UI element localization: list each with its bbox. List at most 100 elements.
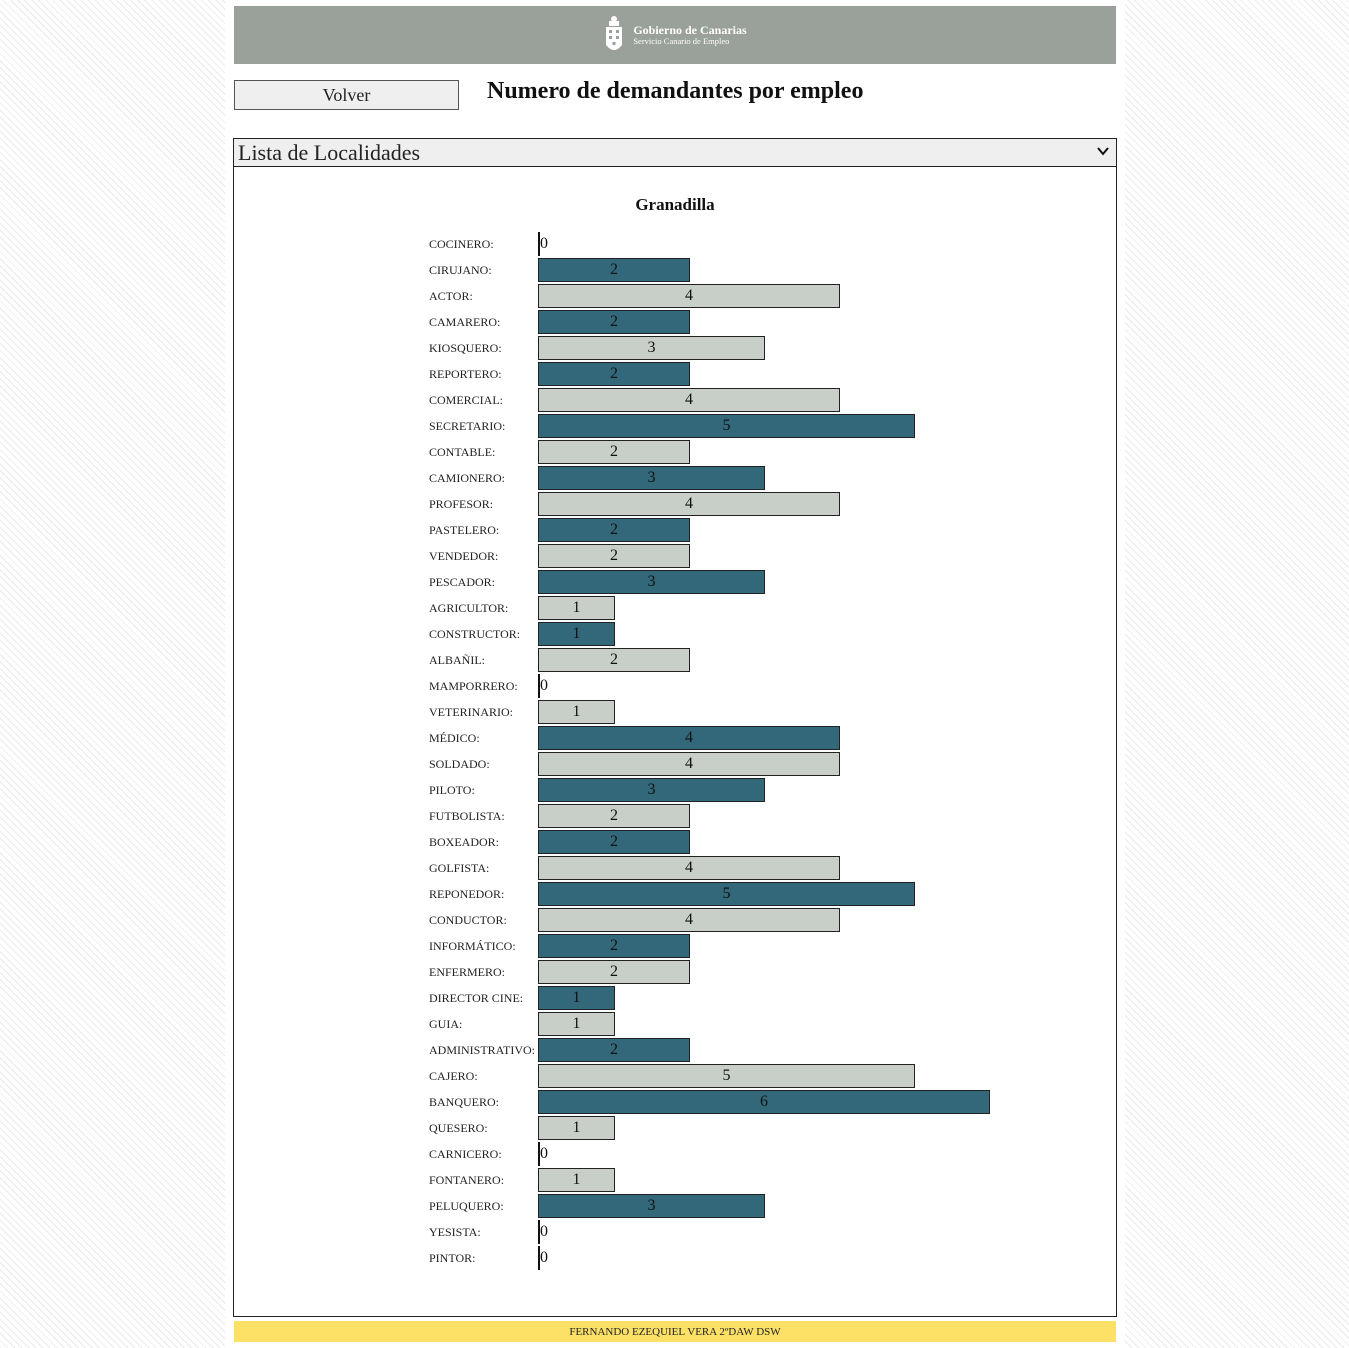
chart-row: CONSTRUCTOR: 1 <box>429 621 1029 647</box>
chart-row: PROFESOR: 4 <box>429 491 1029 517</box>
chart-row: ACTOR: 4 <box>429 283 1029 309</box>
chart-row: FONTANERO: 1 <box>429 1167 1029 1193</box>
bar: 2 <box>538 440 690 464</box>
chart-row: DIRECTOR CINE: 1 <box>429 985 1029 1011</box>
bar-value-label: 6 <box>760 1093 768 1110</box>
category-label: CONDUCTOR: <box>429 913 507 927</box>
bar-value-label: 4 <box>685 755 693 772</box>
bar: 4 <box>538 726 840 750</box>
chart-panel: Lista de Localidades Granadilla COCINERO… <box>233 138 1117 1317</box>
bar: 3 <box>538 336 765 360</box>
category-label: REPONEDOR: <box>429 887 505 901</box>
bar-value-label: 2 <box>610 547 618 564</box>
bar: 4 <box>538 908 840 932</box>
category-label: BANQUERO: <box>429 1095 500 1109</box>
category-label: PELUQUERO: <box>429 1199 504 1213</box>
bar-value-label: 1 <box>572 703 581 720</box>
bar-value-label: 5 <box>722 885 731 902</box>
bar-chart: COCINERO: 0 CIRUJANO: 2 ACTOR: 4 CAMARERO: 2 KIO… <box>429 231 1029 1271</box>
bar: 2 <box>538 310 690 334</box>
bar-value-label: 2 <box>610 443 618 460</box>
bar-value-label: 4 <box>685 495 693 512</box>
bar: 1 <box>538 1012 615 1036</box>
chart-row: BOXEADOR: 2 <box>429 829 1029 855</box>
back-button[interactable]: Volver <box>234 80 459 110</box>
category-label: REPORTERO: <box>429 367 502 381</box>
bar: 3 <box>538 466 765 490</box>
bar: 0 <box>538 674 548 698</box>
chart-row: MAMPORRERO: 0 <box>429 673 1029 699</box>
bar-value-label: 1 <box>572 1015 581 1032</box>
chart-row: INFORMÁTICO: 2 <box>429 933 1029 959</box>
gobierno-canarias-logo: Gobierno de Canarias Servicio Canario de… <box>603 15 747 55</box>
chart-row: CIRUJANO: 2 <box>429 257 1029 283</box>
bar-value-label: 0 <box>540 1145 548 1162</box>
chart-row: REPONEDOR: 5 <box>429 881 1029 907</box>
chart-row: FUTBOLISTA: 2 <box>429 803 1029 829</box>
locality-select[interactable]: Lista de Localidades <box>234 139 1116 167</box>
chart-row: PILOTO: 3 <box>429 777 1029 803</box>
category-label: COMERCIAL: <box>429 393 504 407</box>
bar: 1 <box>538 622 615 646</box>
chart-row: SECRETARIO: 5 <box>429 413 1029 439</box>
chart-row: AGRICULTOR: 1 <box>429 595 1029 621</box>
category-label: GUIA: <box>429 1017 463 1031</box>
bar-value-label: 1 <box>572 1119 581 1136</box>
bar: 4 <box>538 492 840 516</box>
category-label: COCINERO: <box>429 237 494 251</box>
bar-value-label: 2 <box>610 963 618 980</box>
bar-value-label: 2 <box>610 833 618 850</box>
category-label: ALBAÑIL: <box>429 653 485 667</box>
bar-value-label: 2 <box>610 313 618 330</box>
bar: 4 <box>538 284 840 308</box>
bar: 2 <box>538 960 690 984</box>
bar: 2 <box>538 362 690 386</box>
bar-value-label: 3 <box>647 573 656 590</box>
bar-value-label: 2 <box>610 1041 618 1058</box>
category-label: QUESERO: <box>429 1121 488 1135</box>
category-label: MÉDICO: <box>429 731 480 745</box>
bar: 0 <box>538 232 548 256</box>
bar-value-label: 1 <box>572 1171 581 1188</box>
bar: 2 <box>538 648 690 672</box>
bar-value-label: 3 <box>647 469 656 486</box>
bar-value-label: 2 <box>610 807 618 824</box>
chart-row: COMERCIAL: 4 <box>429 387 1029 413</box>
bar: 2 <box>538 258 690 282</box>
bar: 2 <box>538 518 690 542</box>
bar: 4 <box>538 388 840 412</box>
page-container: Gobierno de Canarias Servicio Canario de… <box>225 0 1125 1348</box>
bar-value-label: 2 <box>610 521 618 538</box>
chart-row: GOLFISTA: 4 <box>429 855 1029 881</box>
bar: 2 <box>538 830 690 854</box>
bar: 5 <box>538 882 915 906</box>
bar-value-label: 4 <box>685 287 693 304</box>
chart-row: CONDUCTOR: 4 <box>429 907 1029 933</box>
bar: 1 <box>538 1168 615 1192</box>
category-label: KIOSQUERO: <box>429 341 502 355</box>
category-label: CARNICERO: <box>429 1147 502 1161</box>
category-label: PILOTO: <box>429 783 475 797</box>
bar: 3 <box>538 570 765 594</box>
bar-value-label: 1 <box>572 599 581 616</box>
chart-row: MÉDICO: 4 <box>429 725 1029 751</box>
footer: FERNANDO EZEQUIEL VERA 2ºDAW DSW <box>234 1321 1116 1342</box>
bar: 0 <box>538 1220 548 1244</box>
category-label: PESCADOR: <box>429 575 496 589</box>
bar-value-label: 2 <box>610 365 618 382</box>
bar: 5 <box>538 1064 915 1088</box>
chart-row: CAJERO: 5 <box>429 1063 1029 1089</box>
chart-row: COCINERO: 0 <box>429 231 1029 257</box>
category-label: INFORMÁTICO: <box>429 939 516 953</box>
chevron-down-icon <box>1097 147 1109 156</box>
chart-row: CONTABLE: 2 <box>429 439 1029 465</box>
category-label: VENDEDOR: <box>429 549 499 563</box>
chart-row: BANQUERO: 6 <box>429 1089 1029 1115</box>
chart-row: CARNICERO: 0 <box>429 1141 1029 1167</box>
logo-title: Gobierno de Canarias <box>633 22 747 37</box>
bar-value-label: 1 <box>572 625 581 642</box>
chart-row: REPORTERO: 2 <box>429 361 1029 387</box>
category-label: ADMINISTRATIVO: <box>429 1043 535 1057</box>
bar-value-label: 3 <box>647 1197 656 1214</box>
bar-value-label: 4 <box>685 391 693 408</box>
